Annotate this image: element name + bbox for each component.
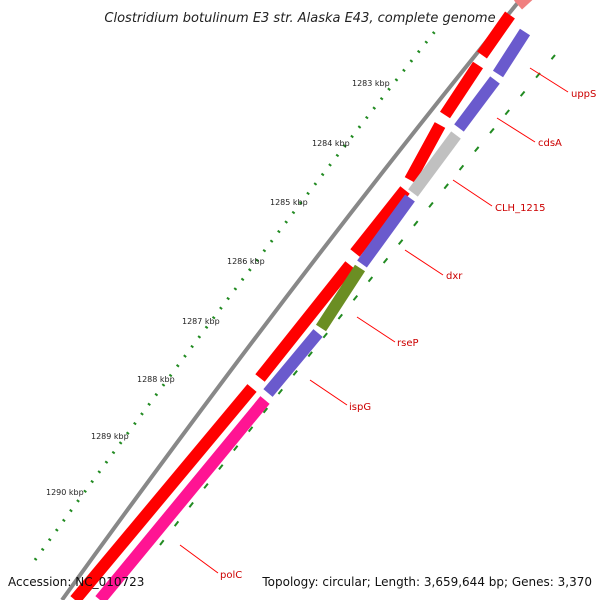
leader-uppS <box>529 67 569 93</box>
cds-segment <box>439 61 484 119</box>
kbp-label: 1290 kbp <box>46 488 84 497</box>
leader-rseP <box>356 316 396 343</box>
map-title: Clostridium botulinum E3 str. Alaska E43… <box>104 11 495 26</box>
leader-polC <box>179 544 219 574</box>
dotted-track <box>33 24 442 561</box>
genome-backbone <box>60 0 522 600</box>
gene-labels: uppS cdsA CLH_1215 dxr rseP ispG polC <box>220 89 596 581</box>
kbp-scale: 1283 kbp 1284 kbp 1285 kbp 1286 kbp 1287… <box>46 79 390 497</box>
gene-label-uppS: uppS <box>571 89 596 100</box>
gene-label-cdsA: cdsA <box>538 138 562 149</box>
gene-segment-cdsA <box>454 76 500 132</box>
kbp-label: 1283 kbp <box>352 79 390 88</box>
gene-segment-dxr <box>357 194 415 268</box>
cds-track <box>70 0 533 600</box>
gene-label-ispG: ispG <box>349 402 371 413</box>
gene-track <box>95 28 531 600</box>
gene-segment-rseP <box>315 264 366 332</box>
topology-info: Topology: circular; Length: 3,659,644 bp… <box>261 575 592 589</box>
cds-segment <box>477 11 515 59</box>
leader-dxr <box>404 249 444 276</box>
kbp-label: 1287 kbp <box>182 317 220 326</box>
kbp-label: 1284 kbp <box>312 139 350 148</box>
cds-segment <box>255 261 355 382</box>
kbp-label: 1285 kbp <box>270 198 308 207</box>
cds-segment <box>350 186 410 257</box>
leader-CLH_1215 <box>452 179 493 207</box>
gene-label-rseP: rseP <box>397 338 419 349</box>
gene-label-dxr: dxr <box>446 271 463 282</box>
leader-ispG <box>309 379 348 406</box>
kbp-label: 1286 kbp <box>227 257 265 266</box>
gene-label-CLH_1215: CLH_1215 <box>495 203 546 214</box>
accession-text: Accession: NC_010723 <box>8 575 144 589</box>
cds-segment <box>70 384 257 600</box>
gene-leaders <box>179 67 569 574</box>
gene-segment-ispG <box>263 329 323 397</box>
leader-cdsA <box>496 117 536 143</box>
gene-segment-CLH_1215 <box>408 131 461 197</box>
cds-segment-faded <box>513 0 533 10</box>
kbp-label: 1288 kbp <box>137 375 175 384</box>
cds-segment <box>404 122 446 183</box>
gene-label-polC: polC <box>220 570 242 581</box>
kbp-label: 1289 kbp <box>91 432 129 441</box>
inner-ticks <box>159 54 556 546</box>
gene-segment-polC <box>95 396 270 600</box>
gene-segment-uppS <box>492 28 531 78</box>
